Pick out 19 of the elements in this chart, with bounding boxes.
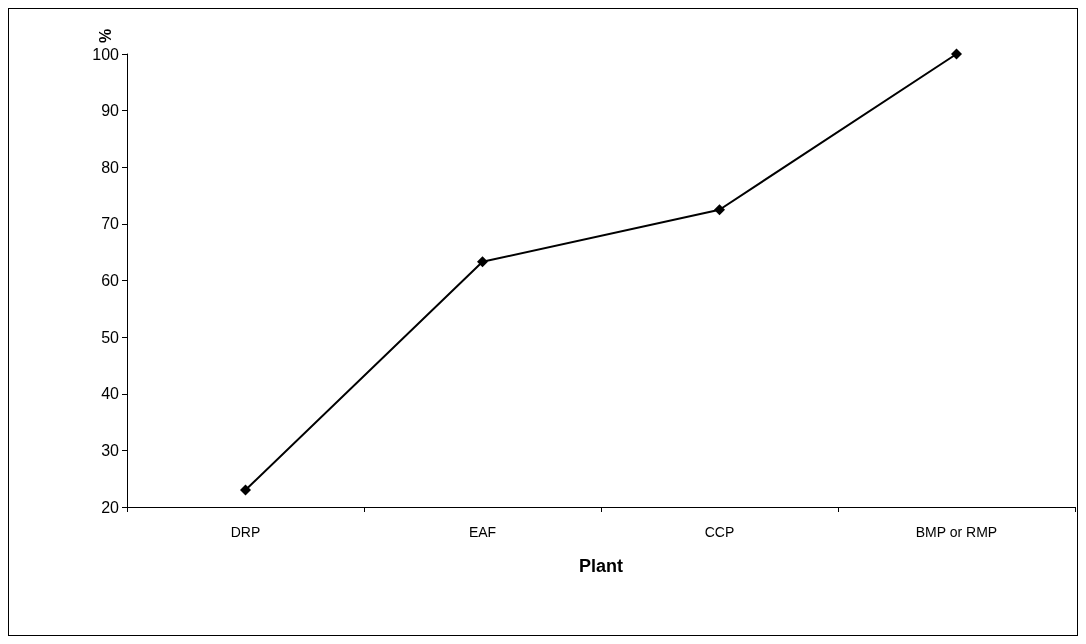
x-tick-label: EAF	[468, 524, 497, 540]
point	[240, 484, 251, 496]
point	[477, 256, 488, 268]
x-tick-label: CCP	[704, 524, 735, 540]
x-tick-label: DRP	[230, 524, 261, 540]
point	[714, 204, 725, 216]
y-axis-title: %	[96, 28, 114, 44]
y-tick-label: 70	[101, 215, 120, 233]
y-tick-label: 50	[101, 328, 120, 346]
y-tick-label: 40	[101, 385, 120, 403]
point	[951, 48, 962, 60]
y-tick-label: 30	[101, 441, 120, 459]
x-axis-title: Plant	[578, 556, 624, 576]
y-tick-label: 90	[101, 102, 120, 120]
y-tick-label: 20	[101, 498, 120, 516]
y-tick-label: 80	[101, 158, 120, 176]
y-tick-label: 60	[101, 272, 120, 289]
y-tick-label: 100	[92, 45, 120, 63]
x-tick-label: BMP or RMP	[915, 524, 998, 540]
